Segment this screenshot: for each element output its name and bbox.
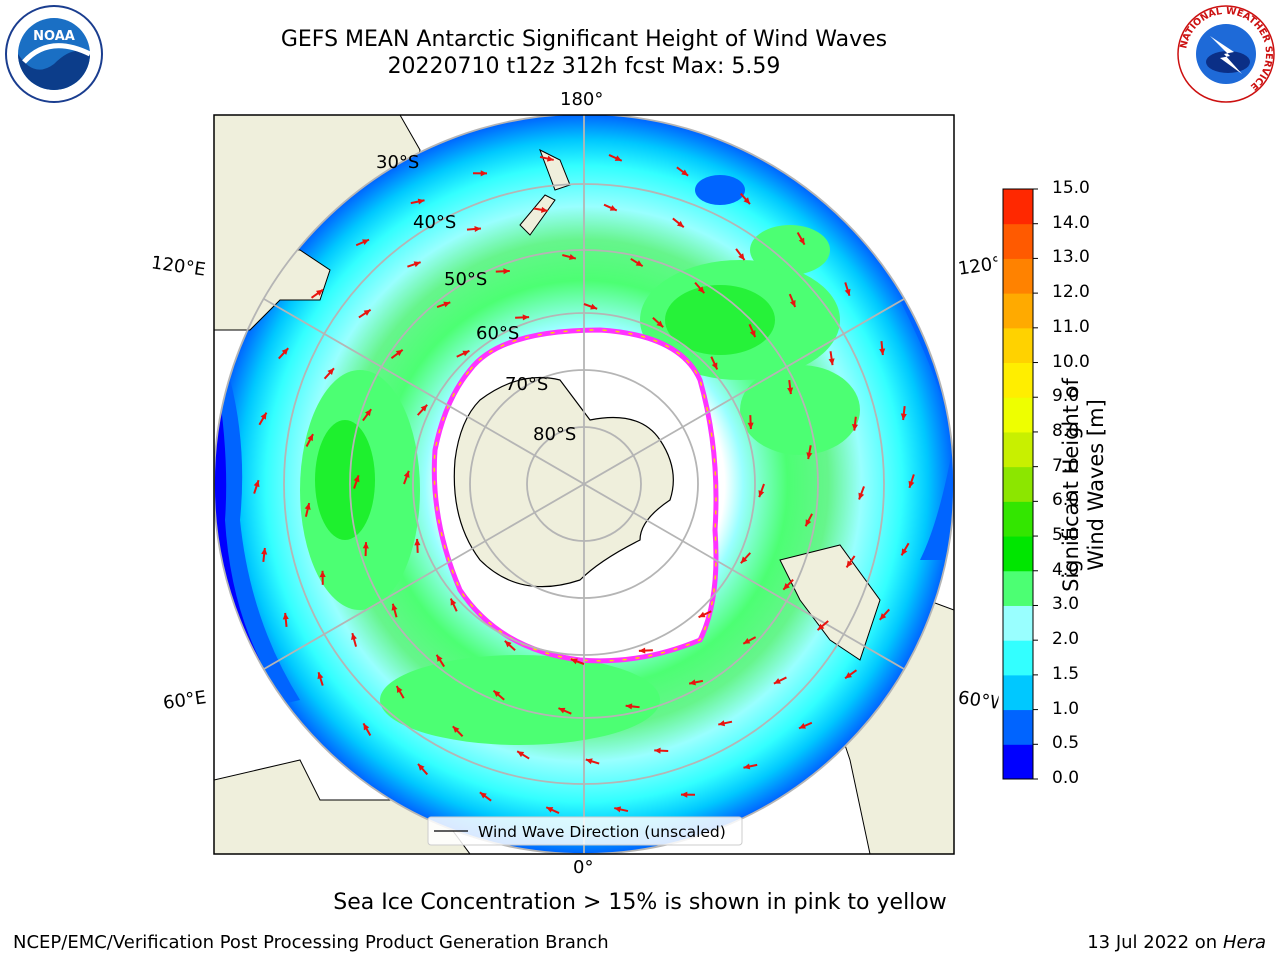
colorbar-segment [1003, 293, 1033, 328]
colorbar-tick-label: 13.0 [1052, 247, 1090, 267]
colorbar-tick-label: 14.0 [1052, 213, 1090, 233]
colorbar-segment [1003, 744, 1033, 779]
colorbar-segment [1003, 640, 1033, 675]
colorbar-label: Significant Height of Wind Waves [m] [1059, 355, 1109, 615]
colorbar-tick-label: 1.5 [1052, 664, 1079, 684]
map-legend: Wind Wave Direction (unscaled) [428, 817, 742, 845]
colorbar-tick-label: 15.0 [1052, 178, 1090, 198]
colorbar-tick-label: 11.0 [1052, 317, 1090, 337]
colorbar-segment [1003, 397, 1033, 432]
colorbar-segment [1003, 224, 1033, 259]
colorbar-segment [1003, 258, 1033, 293]
lon-label-180: 180° [560, 89, 603, 110]
colorbar-segment [1003, 467, 1033, 502]
lon-label-0: 0° [573, 857, 593, 878]
sea-ice-note: Sea Ice Concentration > 15% is shown in … [0, 890, 1280, 915]
footer-date: 13 Jul 2022 on Hera [1087, 932, 1266, 953]
colorbar-segment [1003, 605, 1033, 640]
colorbar-tick-label: 12.0 [1052, 282, 1090, 302]
colorbar-segment [1003, 189, 1033, 224]
footer-machine: Hera [1223, 932, 1266, 953]
colorbar-segment [1003, 710, 1033, 745]
lat-label-60s: 60°S [476, 323, 519, 344]
colorbar [1003, 189, 1038, 780]
colorbar-segment [1003, 536, 1033, 571]
lat-label-30s: 30°S [376, 152, 419, 173]
colorbar-segment [1003, 501, 1033, 536]
lat-label-40s: 40°S [413, 212, 456, 233]
footer-date-text: 13 Jul 2022 on [1087, 932, 1223, 953]
colorbar-tick-label: 0.5 [1052, 733, 1079, 753]
lat-label-70s: 70°S [505, 374, 548, 395]
footer-producer: NCEP/EMC/Verification Post Processing Pr… [13, 932, 609, 953]
colorbar-segment [1003, 571, 1033, 606]
colorbar-tick-label: 2.0 [1052, 629, 1079, 649]
colorbar-segment [1003, 328, 1033, 363]
map-frame-content [214, 114, 954, 854]
colorbar-segment [1003, 675, 1033, 710]
colorbar-segment [1003, 432, 1033, 467]
lat-label-50s: 50°S [444, 269, 487, 290]
colorbar-tick-label: 0.0 [1052, 768, 1079, 788]
legend-label: Wind Wave Direction (unscaled) [478, 823, 726, 841]
colorbar-segment [1003, 363, 1033, 398]
colorbar-tick-label: 1.0 [1052, 699, 1079, 719]
lat-label-80s: 80°S [533, 424, 576, 445]
